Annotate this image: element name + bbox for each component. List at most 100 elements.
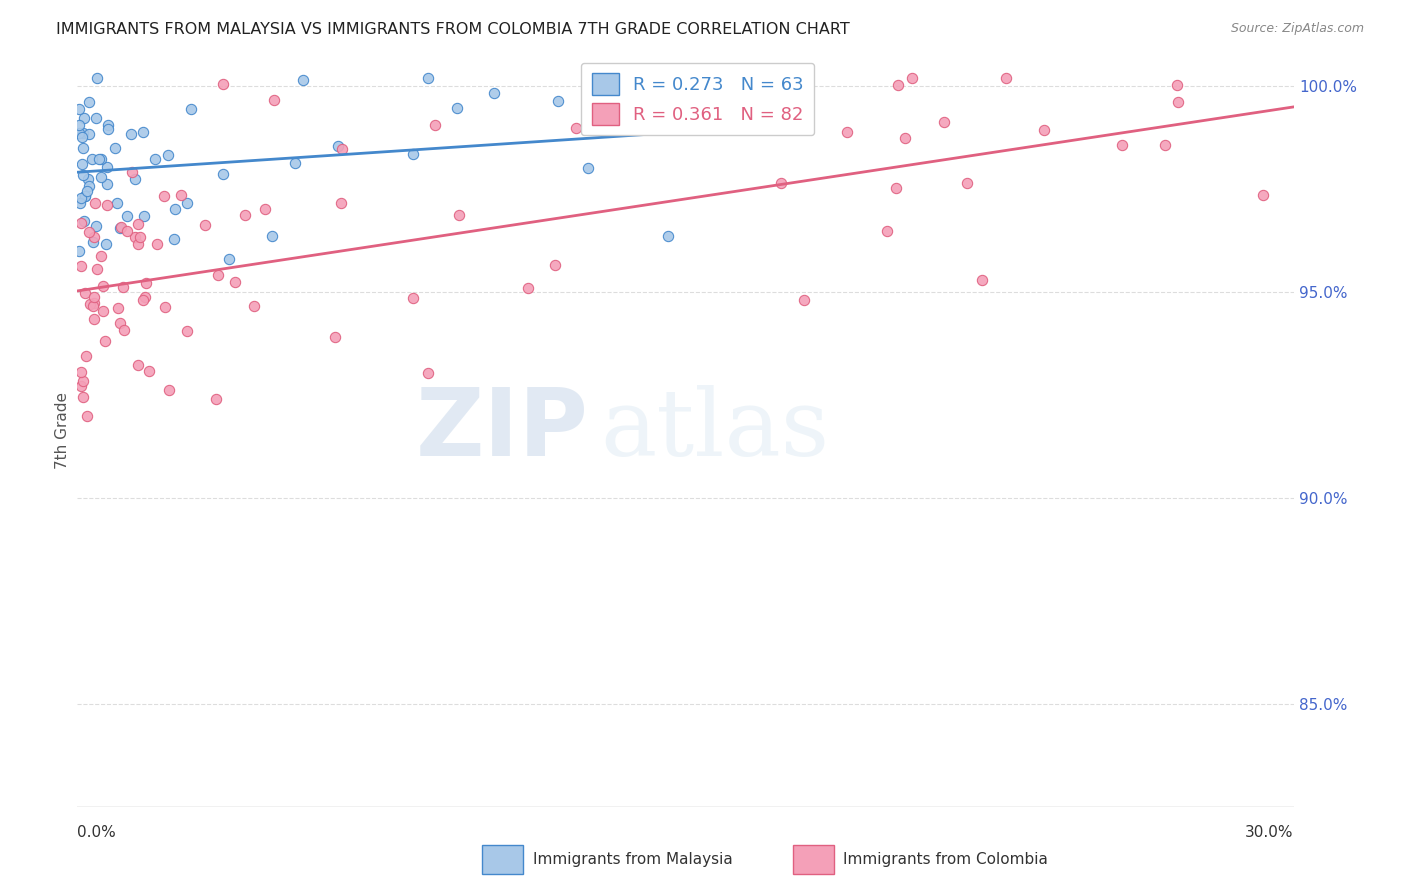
Point	[77, 95, 100, 109]
Point	[69, 191, 91, 205]
Point	[67, 102, 90, 116]
Point	[129, 229, 152, 244]
Point	[96, 236, 118, 251]
Point	[1032, 123, 1054, 137]
Point	[73, 285, 96, 300]
Point	[107, 301, 129, 315]
Point	[157, 148, 180, 162]
Point	[82, 299, 104, 313]
Point	[96, 160, 118, 174]
Point	[329, 196, 352, 211]
Point	[77, 172, 100, 186]
Point	[900, 71, 922, 86]
Point	[176, 324, 198, 338]
Point	[402, 291, 425, 305]
Point	[70, 259, 93, 273]
Point	[73, 189, 96, 203]
Point	[83, 230, 105, 244]
Point	[73, 111, 96, 125]
Point	[153, 189, 176, 203]
Point	[547, 95, 569, 109]
Point	[792, 293, 814, 307]
Point	[83, 290, 105, 304]
Point	[72, 169, 94, 183]
Point	[121, 165, 143, 179]
Point	[516, 281, 538, 295]
Point	[233, 208, 256, 222]
Point	[77, 225, 100, 239]
Point	[614, 118, 637, 132]
Point	[97, 118, 120, 132]
Point	[70, 379, 93, 393]
Point	[972, 273, 994, 287]
Point	[325, 330, 347, 344]
Point	[145, 236, 167, 251]
Point	[1166, 78, 1188, 93]
Point	[84, 196, 107, 211]
Point	[79, 297, 101, 311]
Point	[91, 278, 114, 293]
Point	[94, 334, 117, 349]
Point	[328, 139, 350, 153]
Point	[72, 390, 94, 404]
Point	[770, 176, 793, 190]
Point	[894, 131, 917, 145]
Point	[70, 216, 93, 230]
Point	[132, 293, 155, 308]
Point	[170, 188, 193, 202]
Point	[263, 93, 285, 107]
Point	[76, 409, 98, 423]
Point	[138, 364, 160, 378]
Point	[291, 73, 314, 87]
Point	[884, 181, 907, 195]
Point	[86, 71, 108, 86]
Point	[876, 224, 898, 238]
Point	[1251, 187, 1274, 202]
Y-axis label: 7th Grade: 7th Grade	[55, 392, 70, 469]
Text: 30.0%: 30.0%	[1246, 825, 1294, 839]
Point	[67, 126, 90, 140]
Text: atlas: atlas	[600, 385, 830, 475]
Point	[544, 258, 567, 272]
Point	[72, 374, 94, 388]
Point	[127, 359, 149, 373]
Point	[449, 208, 471, 222]
Point	[124, 230, 146, 244]
Point	[84, 219, 107, 234]
Point	[115, 224, 138, 238]
Point	[97, 121, 120, 136]
Point	[115, 210, 138, 224]
Point	[86, 262, 108, 277]
Point	[135, 277, 157, 291]
Point	[96, 198, 118, 212]
Point	[284, 156, 307, 170]
Point	[112, 323, 135, 337]
Point	[630, 110, 652, 124]
Point	[67, 118, 90, 132]
Point	[425, 118, 447, 132]
Point	[83, 296, 105, 310]
Point	[90, 153, 112, 167]
Point	[82, 152, 104, 166]
Point	[124, 171, 146, 186]
Point	[70, 130, 93, 145]
Point	[402, 147, 425, 161]
Point	[330, 142, 353, 156]
Point	[224, 276, 246, 290]
Point	[157, 384, 180, 398]
Point	[72, 141, 94, 155]
Point	[887, 78, 910, 92]
Point	[72, 126, 94, 140]
Point	[75, 349, 97, 363]
Point	[112, 280, 135, 294]
Legend: R = 0.273   N = 63, R = 0.361   N = 82: R = 0.273 N = 63, R = 0.361 N = 82	[581, 62, 814, 136]
Point	[82, 235, 104, 249]
Point	[163, 202, 186, 216]
Point	[108, 220, 131, 235]
Point	[75, 189, 97, 203]
Point	[132, 209, 155, 223]
Point	[180, 102, 202, 116]
Point	[89, 152, 111, 166]
Point	[70, 157, 93, 171]
Point	[418, 71, 440, 86]
